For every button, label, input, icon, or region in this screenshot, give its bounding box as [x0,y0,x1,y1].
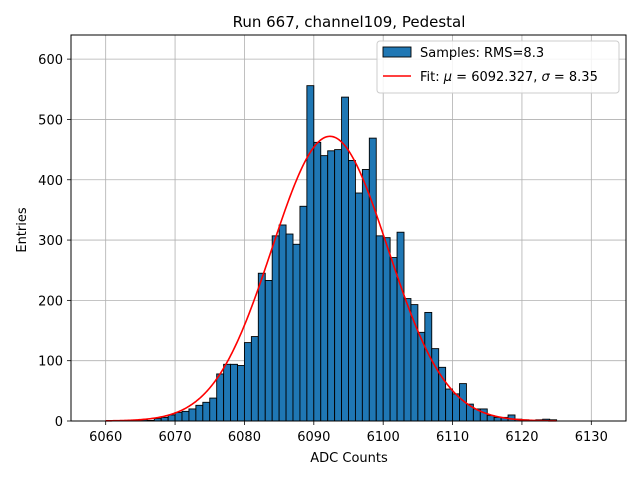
histogram-bar [285,233,294,422]
x-tick-label: 6100 [367,430,400,445]
histogram-bar [271,235,280,422]
histogram-bar [264,280,273,422]
histogram-bar [167,414,176,422]
fit-curve [105,135,557,422]
legend-samples-swatch [382,46,412,58]
y-tick-label: 400 [38,174,63,189]
legend-mu-symbol: μ [443,70,452,85]
histogram-bar [382,237,391,422]
histogram-bar [299,205,308,422]
y-tick-label: 100 [38,355,63,370]
legend-box [376,40,620,94]
histogram-bar [403,298,412,422]
legend: Samples: RMS=8.3 Fit: μ = 6092.327, σ = … [376,40,620,94]
histogram-bar [230,363,238,422]
axes-frame [70,34,627,422]
x-tick-label: 6080 [228,430,261,445]
histogram-bar [438,366,447,422]
histogram-bars [139,85,558,422]
histogram-bar [431,348,440,422]
histogram-bar [257,272,266,422]
histogram-bar [223,363,232,422]
x-tick-label: 6120 [505,430,538,445]
histogram-bar [237,365,245,422]
x-tick-label: 6060 [89,430,122,445]
histogram-bar [479,408,488,422]
histogram-bar [160,416,169,422]
legend-sigma-value: = 8.35 [550,70,598,85]
x-tick-label: 6070 [159,430,192,445]
histogram-bar [396,231,405,422]
histogram-bar [202,401,211,422]
histogram-bar [174,412,183,422]
y-axis-label: Entries [15,207,30,253]
legend-samples-label: Samples: RMS=8.3 [420,46,544,61]
histogram-bar [250,336,259,422]
y-tick-label: 300 [38,234,63,249]
histogram-bar [195,404,204,422]
y-tick-label: 200 [38,294,63,309]
legend-mu-value: = 6092.327, [452,70,541,85]
histogram-bar [368,137,377,422]
histogram-bar [452,393,460,422]
histogram-bar [292,243,301,422]
histogram-bar [313,141,322,422]
histogram-bar [188,408,197,422]
chart-title: Run 667, channel109, Pedestal [233,13,466,31]
histogram-bar [181,410,190,422]
histogram-bar [361,169,370,422]
histogram-bar [334,149,343,422]
legend-sigma-symbol: σ [542,70,551,85]
histogram-bar [375,235,384,422]
legend-fit-prefix: Fit: [420,70,444,85]
x-tick-label: 6090 [297,430,330,445]
y-tick-label: 500 [38,113,63,128]
histogram-bar [424,311,433,422]
histogram-bar [389,257,398,422]
histogram-bar [209,397,218,422]
y-tick-label: 0 [55,415,63,430]
histogram-bar [327,150,336,422]
histogram-bar [216,373,225,422]
x-tick-label: 6110 [436,430,469,445]
x-tick-label: 6130 [575,430,608,445]
histogram-bar [306,85,315,422]
histogram-bar [278,224,287,422]
histogram-bar [354,192,363,422]
axis-ticks: 6060 6070 6080 6090 6100 6110 6120 6130 0 100 200 3… [38,53,608,445]
histogram-bar [348,159,356,422]
histogram-bar [320,155,329,422]
histogram-bar [445,388,454,422]
histogram-bar [243,342,252,422]
x-axis-label: ADC Counts [310,451,388,466]
legend-fit-label: Fit: μ = 6092.327, σ = 8.35 [420,70,598,85]
y-tick-label: 600 [38,53,63,68]
